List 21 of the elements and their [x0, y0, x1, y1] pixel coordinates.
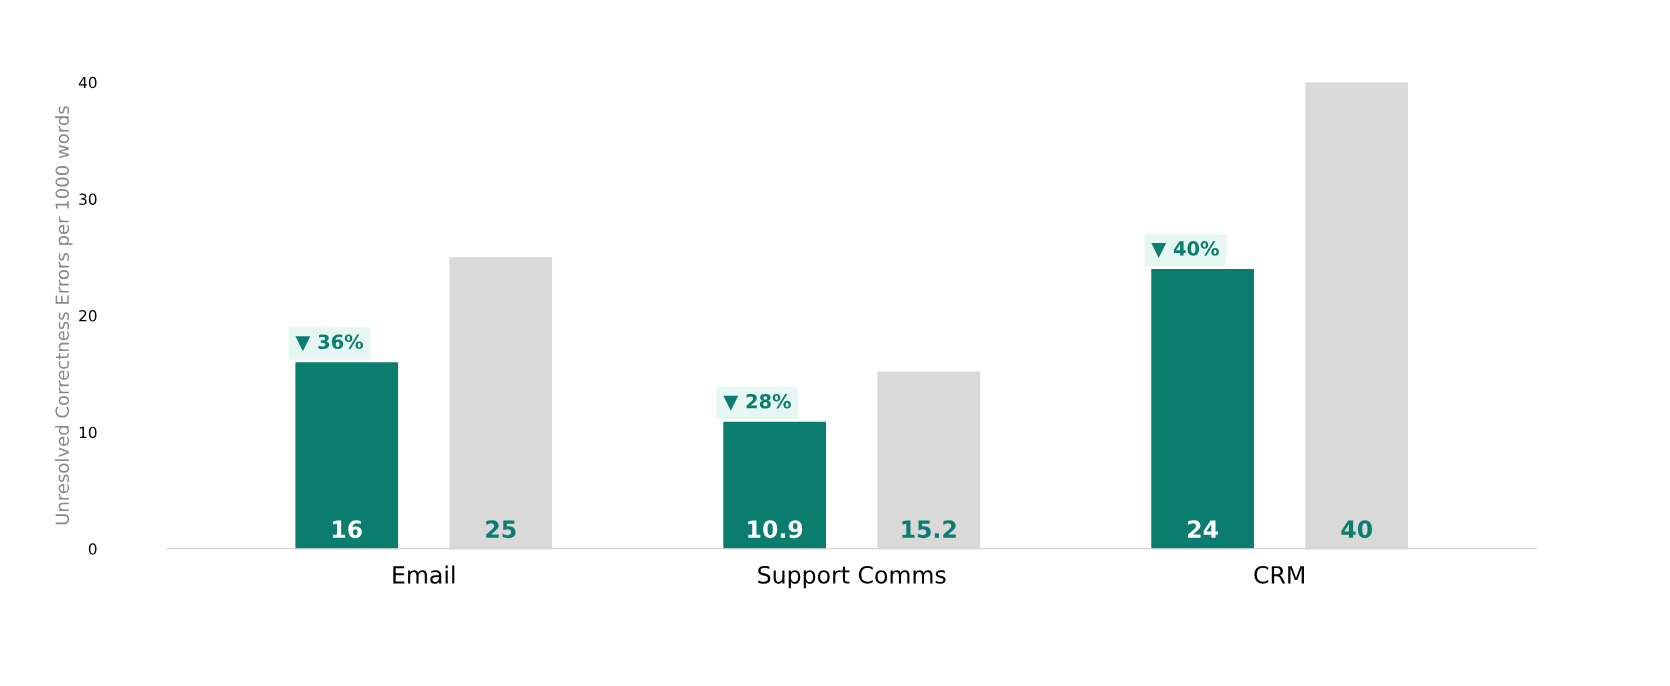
data-label: 10.9 — [748, 520, 803, 539]
y-axis-title: Unresolved Correctness Errors per 1000 words — [55, 106, 73, 525]
data-label: 15.2 — [902, 520, 956, 539]
data-label: 16 — [332, 520, 362, 539]
bar — [877, 371, 981, 549]
y-tick-label: 20 — [79, 310, 97, 322]
x-tick-label: Email — [393, 565, 455, 584]
annotation: ▼ 40% — [1151, 241, 1219, 258]
y-tick-label: 0 — [88, 543, 97, 555]
y-tick-label: 30 — [79, 193, 97, 205]
annotation: ▼ 28% — [723, 393, 791, 411]
y-tick-label: 10 — [79, 426, 97, 439]
annotation: ▼ 36% — [295, 334, 364, 352]
x-tick-label: CRM — [1254, 565, 1304, 584]
data-label: 40 — [1341, 520, 1372, 539]
y-tick-label: 40 — [78, 76, 97, 89]
data-label: 25 — [486, 520, 516, 539]
data-label: 24 — [1188, 520, 1218, 538]
bar — [449, 257, 553, 549]
bar — [1305, 82, 1409, 549]
x-tick-label: Support Comms — [758, 565, 946, 589]
